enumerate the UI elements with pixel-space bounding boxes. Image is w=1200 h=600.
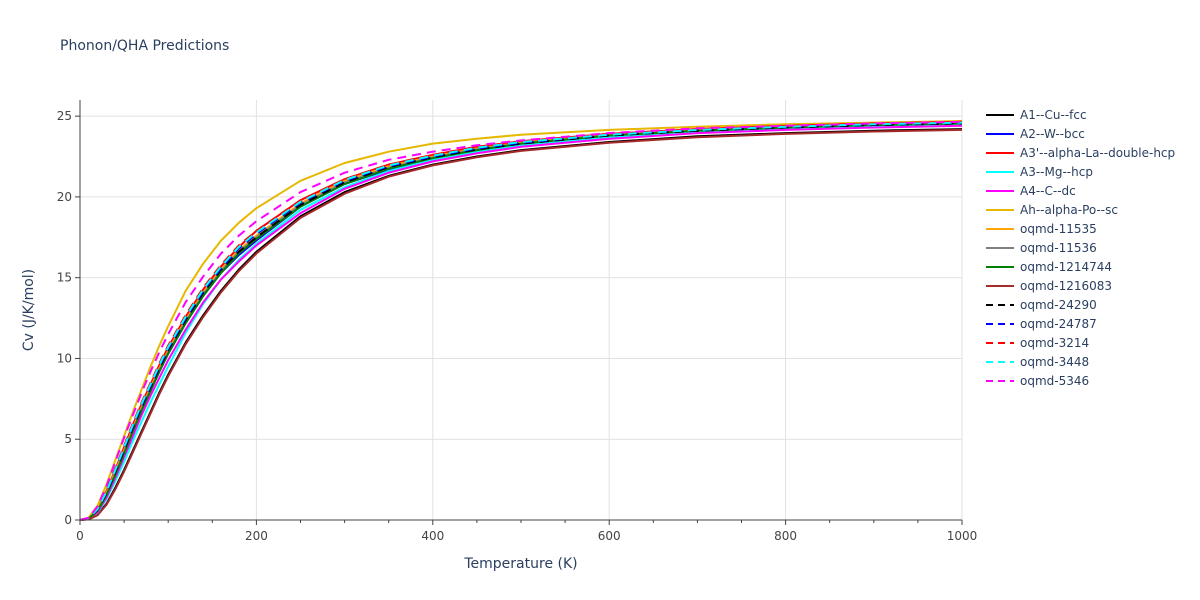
legend-item[interactable]: A4--C--dc (986, 184, 1076, 198)
legend-label: oqmd-5346 (1020, 374, 1089, 388)
legend-item[interactable]: oqmd-3214 (986, 336, 1089, 350)
x-axis-title: Temperature (K) (463, 556, 577, 572)
series-layer (79, 120, 963, 521)
legend-label: oqmd-1214744 (1020, 260, 1112, 274)
legend-item[interactable]: oqmd-11535 (986, 222, 1097, 236)
legend-label: oqmd-24787 (1020, 317, 1097, 331)
legend-item[interactable]: oqmd-11536 (986, 241, 1097, 255)
legend-label: A4--C--dc (1020, 184, 1076, 198)
y-tick-label: 15 (57, 271, 72, 285)
y-tick-label: 10 (57, 351, 72, 365)
legend-item[interactable]: Ah--alpha-Po--sc (986, 203, 1118, 217)
series-line-oqmd-3214 (79, 120, 963, 521)
series-line-a1-cu-fcc (79, 128, 963, 521)
legend-item[interactable]: A3--Mg--hcp (986, 165, 1093, 179)
x-tick-label: 400 (421, 529, 444, 543)
series-line-oqmd-1214744 (79, 122, 963, 521)
legend-item[interactable]: A3'--alpha-La--double-hcp (986, 146, 1175, 160)
x-tick-label: 600 (598, 529, 621, 543)
legend-item[interactable]: oqmd-24290 (986, 298, 1097, 312)
series-line-oqmd-1216083 (79, 128, 963, 521)
grid (80, 100, 963, 520)
legend-item[interactable]: oqmd-24787 (986, 317, 1097, 331)
series-line-oqmd-24290 (79, 122, 963, 521)
x-ticks: 0 200 400 600 800 1000 (76, 520, 977, 543)
legend[interactable]: A1--Cu--fcc A2--W--bcc A3'--alpha-La--doub… (986, 108, 1175, 388)
x-tick-label: 800 (774, 529, 797, 543)
legend-label: A1--Cu--fcc (1020, 108, 1087, 122)
legend-item[interactable]: oqmd-1216083 (986, 279, 1112, 293)
legend-item[interactable]: A2--W--bcc (986, 127, 1085, 141)
legend-label: oqmd-1216083 (1020, 279, 1112, 293)
legend-label: oqmd-11536 (1020, 241, 1097, 255)
y-tick-label: 0 (64, 513, 72, 527)
legend-label: oqmd-24290 (1020, 298, 1097, 312)
legend-label: A3'--alpha-La--double-hcp (1020, 146, 1175, 160)
y-ticks: 0 5 10 15 20 25 (57, 109, 80, 527)
series-line-oqmd-24787 (79, 121, 963, 521)
legend-label: Ah--alpha-Po--sc (1020, 203, 1118, 217)
y-tick-label: 25 (57, 109, 72, 123)
legend-label: oqmd-3214 (1020, 336, 1089, 350)
legend-item[interactable]: A1--Cu--fcc (986, 108, 1087, 122)
series-line-a4-c-dc (79, 124, 963, 521)
x-tick-label: 1000 (947, 529, 978, 543)
legend-label: A3--Mg--hcp (1020, 165, 1093, 179)
series-line-ah-alpha-po-sc (79, 120, 963, 521)
legend-label: A2--W--bcc (1020, 127, 1085, 141)
legend-item[interactable]: oqmd-5346 (986, 374, 1089, 388)
legend-item[interactable]: oqmd-1214744 (986, 260, 1112, 274)
y-tick-label: 5 (64, 432, 72, 446)
series-line-oqmd-3448 (79, 121, 963, 521)
chart-title: Phonon/QHA Predictions (60, 38, 229, 54)
series-line-oqmd-11535 (79, 121, 963, 521)
series-line-a3-alpha-la-double-hcp (79, 121, 963, 521)
x-tick-label: 0 (76, 529, 84, 543)
legend-item[interactable]: oqmd-3448 (986, 355, 1089, 369)
series-line-oqmd-5346 (79, 120, 963, 521)
y-axis-title: Cv (J/K/mol) (21, 269, 37, 351)
axes (79, 100, 962, 521)
x-tick-label: 200 (245, 529, 268, 543)
y-tick-label: 20 (57, 190, 72, 204)
series-line-a2-w-bcc (79, 122, 963, 521)
series-line-oqmd-11536 (79, 122, 963, 521)
legend-label: oqmd-3448 (1020, 355, 1089, 369)
legend-label: oqmd-11535 (1020, 222, 1097, 236)
series-line-a3-mg-hcp (79, 123, 963, 521)
